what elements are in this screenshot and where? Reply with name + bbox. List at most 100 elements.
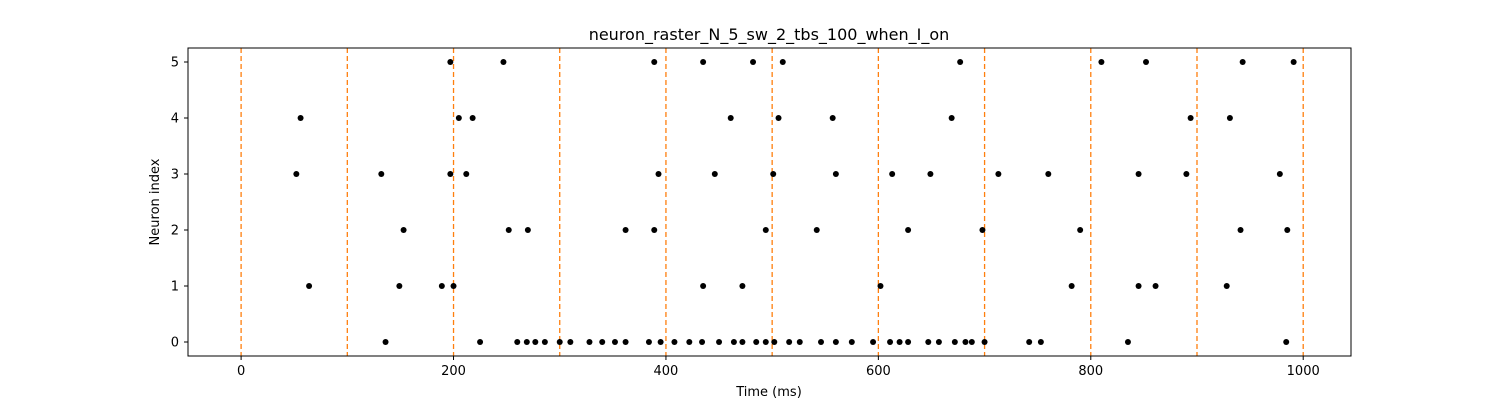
spike-point [818,339,825,345]
spike-point [1026,339,1033,345]
spike-point [905,227,912,233]
spike-point [896,339,903,345]
spike-point [514,339,521,345]
spike-point [905,339,912,345]
y-tick-label: 0 [171,336,179,351]
spike-point [463,171,470,177]
spike-point [1124,339,1131,345]
spike-point [1037,339,1044,345]
spike-point [505,227,512,233]
spike-point [1077,227,1084,233]
spike-point [438,283,445,289]
spike-point [645,339,652,345]
spike-point [981,339,988,345]
spike-point [948,115,955,121]
spike-point [541,339,548,345]
spike-point [1183,171,1190,177]
spike-point [1068,283,1075,289]
spike-point [297,115,304,121]
spike-point [378,171,385,177]
y-tick-label: 2 [171,224,179,239]
spike-point [968,339,975,345]
spike-point [957,59,964,65]
spike-point [477,339,484,345]
spike-point [293,171,300,177]
spike-point [1187,115,1194,121]
spike-point [500,59,507,65]
x-axis-label: Time (ms) [735,385,802,400]
spike-point [586,339,593,345]
spike-point [450,283,457,289]
y-tick-label: 4 [171,112,179,127]
spike-point [611,339,618,345]
spike-point [927,171,934,177]
spike-point [686,339,693,345]
spike-point [700,59,707,65]
spike-point [995,171,1002,177]
plot-frame [187,47,1352,357]
spike-point [775,115,782,121]
spike-point [771,339,778,345]
spike-point [396,283,403,289]
spike-point [622,227,629,233]
spike-point [599,339,606,345]
spike-point [651,59,658,65]
y-axis-ticks: 0 1 2 3 4 5 [171,56,188,351]
spike-point [622,339,629,345]
spike-point [716,339,723,345]
spike-point [935,339,942,345]
spike-point [877,283,884,289]
spike-point [762,339,769,345]
spike-point [1284,227,1291,233]
spike-point [1098,59,1105,65]
spike-point [455,115,462,121]
spike-point [796,339,803,345]
spike-point [1135,283,1142,289]
spike-point [556,339,563,345]
spike-point [700,283,707,289]
spike-point [786,339,793,345]
spike-point [727,115,734,121]
x-tick-label: 800 [1078,364,1103,379]
chart-title: neuron_raster_N_5_sw_2_tbs_100_when_I_on [589,25,950,45]
spike-point [306,283,313,289]
spike-point [524,227,531,233]
spike-point [1276,171,1283,177]
x-tick-label: 600 [866,364,891,379]
spike-point [657,339,664,345]
y-axis-label: Neuron index [148,158,163,245]
spike-point [567,339,574,345]
spike-point [750,59,757,65]
spike-point [532,339,539,345]
spike-point [1237,227,1244,233]
spike-point [870,339,877,345]
spike-point [951,339,958,345]
spike-point [887,339,894,345]
spike-point [651,227,658,233]
spike-point [400,227,407,233]
spike-point [447,59,454,65]
spike-point [655,171,662,177]
spike-point [779,59,786,65]
spike-point [1283,339,1290,345]
spike-point [1135,171,1142,177]
spike-point [1045,171,1052,177]
x-tick-label: 200 [441,364,466,379]
spike-point [447,171,454,177]
spike-point [1223,283,1230,289]
spike-point [770,171,777,177]
spike-point [762,227,769,233]
spike-point [711,171,718,177]
y-tick-label: 3 [171,168,179,183]
spike-point [382,339,389,345]
spike-point [753,339,760,345]
spike-points [293,59,1297,345]
spike-point [1143,59,1150,65]
spike-point [699,339,706,345]
x-tick-label: 1000 [1287,364,1320,379]
spike-point [739,339,746,345]
spike-point [1226,115,1233,121]
